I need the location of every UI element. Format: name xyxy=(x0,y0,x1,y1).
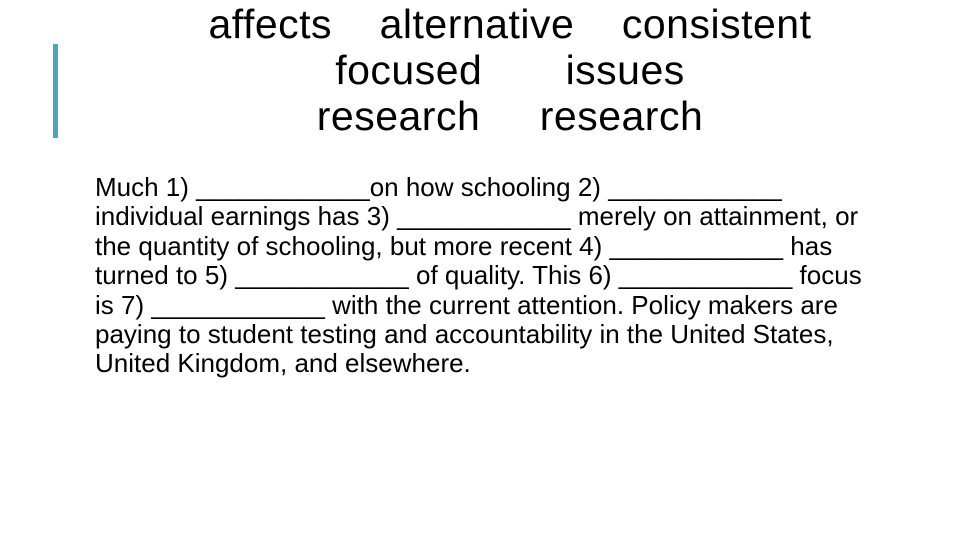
cloze-seg-2: individual earnings has 3) xyxy=(95,201,390,231)
word-bank-row-1: affects alternative consistent xyxy=(90,2,930,48)
cloze-paragraph: Much 1) ____________on how schooling 2) … xyxy=(95,173,885,379)
word-bank-row-3: research research xyxy=(90,94,930,140)
blank-6[interactable]: ____________ xyxy=(619,260,793,290)
word-consistent: consistent xyxy=(622,2,812,48)
blank-7[interactable]: ____________ xyxy=(151,290,325,320)
word-bank-row-2: focused issues xyxy=(90,48,930,94)
word-focused: focused xyxy=(335,48,482,94)
title-accent-bar xyxy=(53,44,58,138)
word-affects: affects xyxy=(209,2,333,48)
cloze-seg-0: Much 1) xyxy=(95,172,189,202)
blank-2[interactable]: ____________ xyxy=(608,172,782,202)
word-research-2: research xyxy=(540,94,704,140)
blank-1[interactable]: ____________ xyxy=(196,172,370,202)
blank-3[interactable]: ____________ xyxy=(397,201,571,231)
slide-container: affects alternative consistent focused i… xyxy=(0,0,960,540)
blank-4[interactable]: ____________ xyxy=(610,231,784,261)
word-issues: issues xyxy=(566,48,685,94)
word-alternative: alternative xyxy=(380,2,575,48)
cloze-seg-5: of quality. This 6) xyxy=(416,260,619,290)
blank-5[interactable]: ____________ xyxy=(235,260,409,290)
cloze-seg-1: on how schooling 2) xyxy=(370,172,601,202)
word-research-1: research xyxy=(317,94,481,140)
word-bank: affects alternative consistent focused i… xyxy=(90,2,930,140)
